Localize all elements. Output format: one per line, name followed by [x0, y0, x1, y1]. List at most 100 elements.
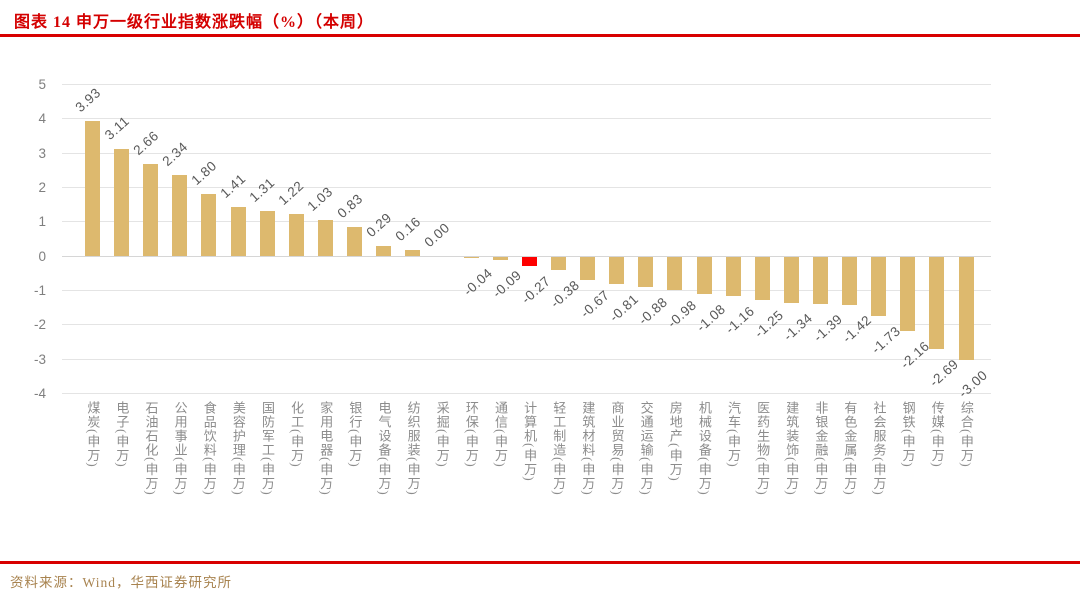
bar: [463, 256, 479, 258]
value-label: 2.66: [130, 128, 162, 159]
bar: [114, 148, 130, 256]
category-label: 国防军工(申万): [260, 400, 276, 496]
category-label: 传媒(申万): [929, 400, 945, 468]
bar: [725, 256, 741, 297]
category-label: 美容护理(申万): [230, 400, 246, 496]
category-label: 煤炭(申万): [85, 400, 101, 468]
bar: [85, 120, 100, 256]
bar: [842, 256, 858, 306]
gridline-y-5: [62, 84, 991, 85]
category-label: 机械设备(申万): [696, 400, 712, 496]
y-axis-tick-label: -2: [33, 317, 46, 333]
y-axis-tick-label: -1: [33, 282, 46, 298]
bar: [609, 256, 625, 285]
bar: [492, 256, 508, 260]
category-label: 石油石化(申万): [143, 400, 159, 496]
y-axis-tick-label: 3: [38, 145, 46, 161]
value-label: 1.22: [275, 177, 307, 208]
figure-title: 图表 14 申万一级行业指数涨跌幅（%）（本周）: [14, 14, 375, 31]
value-label: -2.69: [926, 356, 962, 390]
category-label: 食品饮料(申万): [201, 400, 217, 496]
bar: [550, 256, 566, 270]
category-label: 社会服务(申万): [871, 400, 887, 496]
category-label: 纺织服装(申万): [405, 400, 421, 496]
title-divider-line: [0, 34, 1080, 37]
y-axis-tick-label: 0: [38, 248, 46, 264]
category-label: 钢铁(申万): [900, 400, 916, 468]
category-label: 银行(申万): [347, 400, 363, 468]
value-label: 0.16: [392, 214, 424, 245]
category-label: 有色金属(申万): [842, 400, 858, 496]
category-label: 非银金融(申万): [813, 400, 829, 496]
value-label: -2.16: [897, 338, 933, 372]
bar-chart: 5 4 3 2 1 0 -1 -2 -3 -4 3.93 煤炭(申万) 3.11 电子(申万) 2.66 石油…: [0, 45, 1080, 555]
bar: [696, 256, 712, 294]
category-label: 交通运输(申万): [638, 400, 654, 496]
bar: [317, 220, 333, 256]
value-label: 1.31: [246, 174, 278, 205]
value-label: -1.39: [810, 311, 845, 346]
value-label: 1.80: [188, 157, 220, 188]
bar: [230, 207, 246, 256]
value-label: -1.08: [693, 301, 729, 335]
value-label: 0.00: [421, 219, 453, 250]
value-label: -0.38: [548, 276, 583, 311]
gridline-y--2: [62, 324, 991, 326]
category-label: 房地产(申万): [667, 400, 683, 482]
bar: [580, 256, 596, 280]
bar: [259, 210, 275, 256]
gridline-y--3: [62, 358, 991, 360]
category-label: 计算机(申万): [522, 400, 538, 482]
bar: [288, 213, 304, 256]
bar-highlighted: [521, 256, 537, 266]
gridline-y-3: [62, 152, 991, 154]
category-label: 电子(申万): [114, 400, 130, 468]
bar: [405, 250, 421, 256]
category-label: 电气设备(申万): [376, 400, 392, 496]
gridline-y-2: [62, 186, 991, 188]
gridline-y--4: [62, 392, 991, 394]
y-axis-tick-label: 2: [38, 179, 46, 195]
y-axis-tick-label: 4: [38, 111, 46, 127]
category-label: 商业贸易(申万): [609, 400, 625, 496]
value-label: -1.34: [780, 309, 816, 344]
bar: [376, 245, 392, 256]
category-label: 综合(申万): [958, 400, 974, 468]
y-axis-tick-label: -4: [33, 385, 46, 401]
category-label: 医药生物(申万): [755, 400, 771, 496]
bar: [900, 256, 916, 331]
bar: [172, 175, 188, 256]
category-label: 汽车(申万): [725, 400, 741, 468]
value-label: -0.98: [664, 297, 700, 331]
category-label: 化工(申万): [289, 400, 305, 468]
category-label: 建筑装饰(申万): [784, 400, 800, 496]
source-note: 资料来源：Wind，华西证券研究所: [10, 575, 232, 590]
bar: [813, 256, 828, 305]
value-label: -0.88: [635, 294, 671, 328]
y-axis-tick-label: 1: [38, 214, 46, 230]
gridline-y-4: [62, 118, 991, 120]
bar: [667, 256, 683, 291]
footer-divider-line: [0, 561, 1080, 564]
value-label: 3.93: [71, 84, 104, 115]
bar: [871, 256, 887, 317]
value-label: -1.16: [722, 303, 758, 338]
category-label: 家用电器(申万): [318, 400, 334, 496]
bar: [201, 193, 217, 256]
category-label: 建筑材料(申万): [580, 400, 596, 496]
category-label: 轻工制造(申万): [551, 400, 567, 496]
bar: [783, 256, 799, 303]
gridline-y-0: [62, 255, 991, 257]
gridline-y--1: [62, 289, 991, 291]
bar: [958, 256, 974, 360]
value-label: -1.73: [868, 323, 904, 357]
bar: [754, 256, 770, 300]
category-label: 采掘(申万): [434, 400, 450, 468]
value-label: 1.03: [304, 184, 336, 215]
bar: [143, 164, 159, 256]
category-label: 公用事业(申万): [172, 400, 188, 496]
y-axis-tick-label: 5: [38, 77, 46, 92]
value-label: 0.29: [363, 209, 395, 240]
category-label: 环保(申万): [463, 400, 479, 468]
